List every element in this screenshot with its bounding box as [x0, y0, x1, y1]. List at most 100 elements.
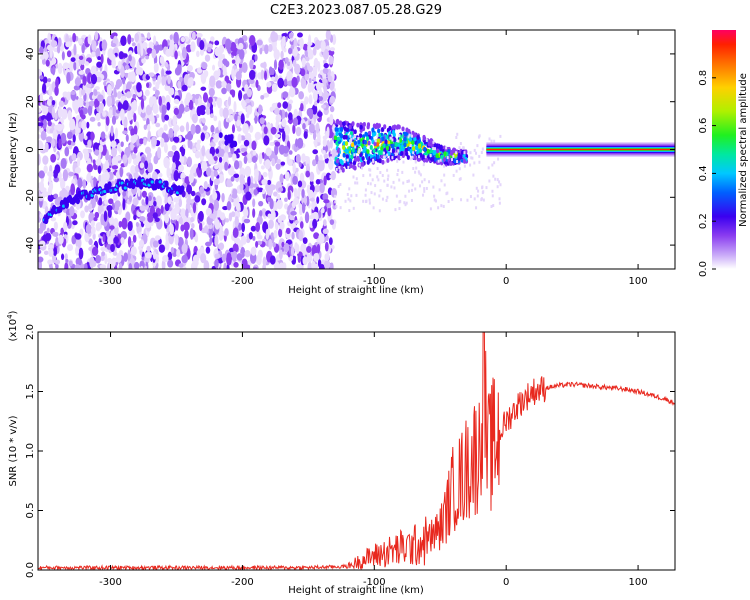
noise-mark — [70, 183, 76, 196]
noise-mark — [45, 59, 50, 67]
noise-mark — [38, 153, 41, 166]
scatter-mark — [346, 158, 349, 162]
noise-mark — [186, 248, 191, 260]
transition-mark — [373, 141, 377, 147]
transition-mark — [351, 121, 355, 127]
scatter-mark — [437, 159, 440, 163]
noise-mark — [313, 57, 319, 69]
patch-mark — [218, 132, 223, 139]
noise-mark — [145, 104, 152, 116]
noise-mark — [62, 169, 69, 182]
noise-mark — [215, 148, 220, 154]
noise-mark — [129, 71, 136, 83]
noise-mark — [270, 76, 276, 81]
noise-mark — [123, 116, 128, 129]
noise-mark — [250, 225, 257, 232]
noise-mark — [263, 70, 268, 81]
noise-mark — [152, 240, 159, 248]
noise-mark — [251, 155, 258, 163]
scatter-mark — [406, 179, 409, 183]
noise-mark — [173, 31, 179, 44]
scatter-mark — [429, 154, 432, 158]
noise-mark — [236, 127, 242, 132]
noise-mark — [90, 226, 96, 235]
snr-series-line — [38, 332, 675, 570]
noise-mark — [224, 161, 229, 171]
noise-mark — [238, 90, 243, 101]
noise-mark — [199, 40, 205, 51]
noise-mark — [87, 105, 93, 116]
noise-mark — [249, 59, 254, 70]
noise-mark — [192, 259, 199, 267]
noise-mark — [327, 49, 335, 56]
noise-mark — [190, 41, 196, 53]
scatter-mark — [475, 151, 478, 155]
noise-mark — [192, 109, 196, 115]
noise-mark — [287, 61, 291, 66]
scatter-mark — [469, 163, 472, 167]
noise-mark — [293, 37, 298, 49]
noise-mark — [306, 254, 313, 263]
noise-mark — [245, 264, 251, 269]
noise-mark — [127, 108, 133, 121]
noise-mark — [172, 136, 180, 143]
noise-mark — [308, 123, 315, 134]
noise-mark — [48, 86, 53, 97]
transition-mark — [382, 143, 386, 149]
scatter-mark — [452, 154, 455, 158]
noise-mark — [56, 123, 63, 132]
noise-mark — [312, 159, 317, 167]
noise-mark — [180, 172, 186, 179]
noise-mark — [212, 187, 216, 197]
noise-mark — [262, 61, 267, 69]
noise-mark — [48, 248, 54, 257]
noise-mark — [290, 210, 297, 216]
noise-mark — [278, 228, 283, 238]
noise-mark — [200, 252, 207, 264]
transition-mark — [342, 121, 346, 127]
transition-mark — [352, 164, 356, 170]
noise-mark — [54, 86, 59, 96]
scatter-mark — [475, 206, 478, 210]
noise-mark — [261, 178, 268, 186]
noise-mark — [196, 106, 202, 117]
noise-mark — [258, 152, 263, 165]
noise-mark — [255, 254, 262, 266]
scatter-mark — [415, 166, 418, 170]
noise-mark — [98, 197, 103, 206]
noise-mark — [158, 244, 165, 253]
scatter-mark — [392, 180, 395, 184]
scatter-mark — [379, 171, 382, 175]
transition-mark — [348, 146, 352, 151]
noise-mark — [67, 243, 74, 252]
scatter-mark — [338, 166, 341, 170]
noise-mark — [253, 188, 258, 196]
noise-mark — [53, 193, 59, 199]
noise-mark — [288, 86, 296, 98]
noise-mark — [77, 156, 81, 167]
noise-mark — [68, 171, 75, 177]
scatter-mark — [423, 189, 426, 193]
scatter-mark — [368, 198, 371, 202]
noise-mark — [159, 56, 165, 65]
noise-mark — [139, 216, 146, 222]
transition-mark — [403, 142, 407, 148]
scatter-mark — [476, 194, 479, 198]
transition-mark — [339, 159, 343, 164]
noise-mark — [255, 240, 259, 248]
noise-mark — [329, 95, 336, 104]
noise-mark — [196, 167, 200, 175]
noise-mark — [214, 258, 219, 269]
colorbar-tick-label: 0.4 — [698, 165, 709, 181]
transition-mark — [394, 142, 398, 147]
noise-mark — [148, 96, 154, 108]
patch-mark — [224, 139, 229, 146]
scatter-mark — [466, 198, 469, 202]
scatter-mark — [492, 204, 495, 208]
noise-mark — [164, 61, 169, 68]
noise-mark — [233, 210, 241, 219]
transition-mark — [376, 142, 380, 147]
noise-mark — [121, 217, 128, 230]
noise-mark — [281, 33, 288, 38]
transition-mark — [418, 148, 423, 153]
